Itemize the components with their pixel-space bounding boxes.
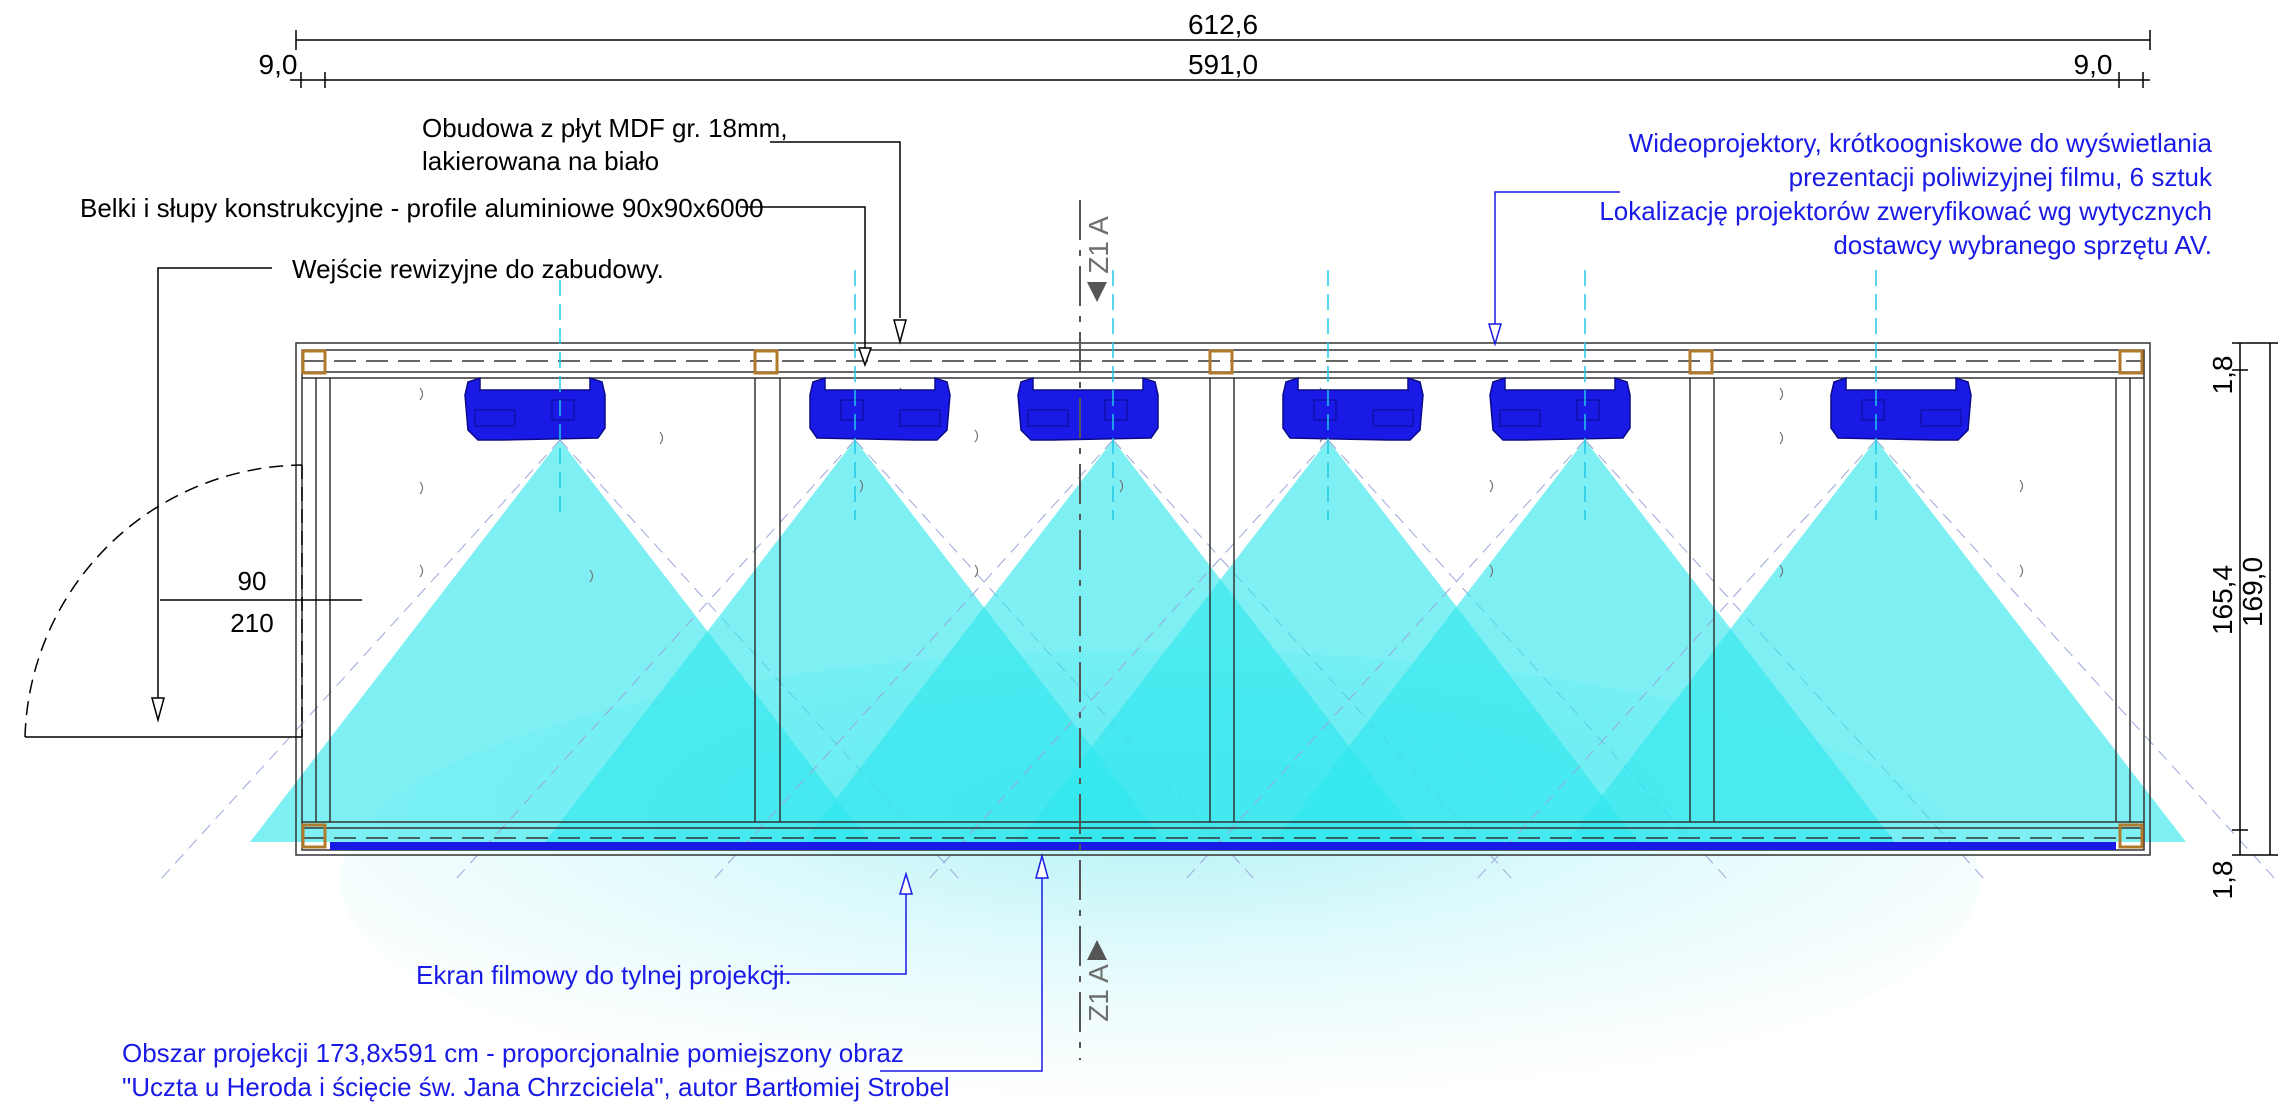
label-projectors-line2: prezentacji poliwizyjnej filmu, 6 sztuk	[1789, 162, 2213, 192]
leader-arrows	[151, 319, 1503, 895]
section-label-bottom: Z1 A	[1083, 964, 1114, 1022]
projector-5-icon	[1489, 376, 1631, 441]
label-projectors-line3: Lokalizację projektorów zweryfikować wg …	[1599, 196, 2212, 226]
label-projectors-line1: Wideoprojektory, krótkoogniskowe do wyśw…	[1629, 128, 2213, 158]
projector-6-icon	[1830, 376, 1972, 441]
projector-3-icon	[1017, 376, 1159, 441]
projector-6-beam	[1566, 440, 2186, 842]
projection-beams	[159, 439, 2277, 881]
dimension-top	[290, 30, 2151, 88]
label-area-line1: Obszar projekcji 173,8x591 cm - proporcj…	[122, 1038, 904, 1068]
aluminium-profiles	[301, 349, 2144, 849]
projectors	[464, 376, 1972, 441]
section-label-top: Z1 A	[1083, 216, 1114, 274]
door-swing	[24, 464, 303, 738]
dim-top-thickness: 1,8	[2207, 356, 2238, 395]
section-arrow-top	[1087, 282, 1107, 302]
label-area-line2: "Uczta u Heroda i ścięcie św. Jana Chrzc…	[122, 1072, 950, 1102]
dim-bottom-thickness: 1,8	[2207, 861, 2238, 900]
dim-inner-height: 165,4	[2207, 565, 2238, 635]
label-screen: Ekran filmowy do tylnej projekcji.	[416, 960, 792, 990]
mounting-marks	[419, 387, 2024, 583]
projector-2-icon	[809, 376, 951, 441]
leader-lines	[25, 141, 1620, 1072]
label-beams: Belki i słupy konstrukcyjne - profile al…	[80, 193, 764, 223]
dim-right-margin: 9,0	[2074, 49, 2113, 80]
label-door-height: 210	[230, 608, 273, 638]
label-door-width: 90	[238, 566, 267, 596]
dimension-right	[2232, 342, 2278, 856]
projection-screen	[330, 842, 2116, 850]
projector-axes	[559, 270, 1877, 520]
dim-left-margin: 9,0	[259, 49, 298, 80]
projector-4-icon	[1282, 376, 1424, 441]
label-housing-line1: Obudowa z płyt MDF gr. 18mm,	[422, 113, 788, 143]
section-arrow-bottom	[1087, 940, 1107, 960]
dim-inner-width: 591,0	[1188, 49, 1258, 80]
label-housing-line2: lakierowana na biało	[422, 146, 659, 176]
label-inspection: Wejście rewizyjne do zabudowy.	[292, 254, 664, 284]
label-projectors-line4: dostawcy wybranego sprzętu AV.	[1833, 230, 2212, 260]
dim-overall-height: 169,0	[2237, 557, 2268, 627]
projector-1-icon	[464, 376, 606, 441]
dim-overall-width: 612,6	[1188, 9, 1258, 40]
